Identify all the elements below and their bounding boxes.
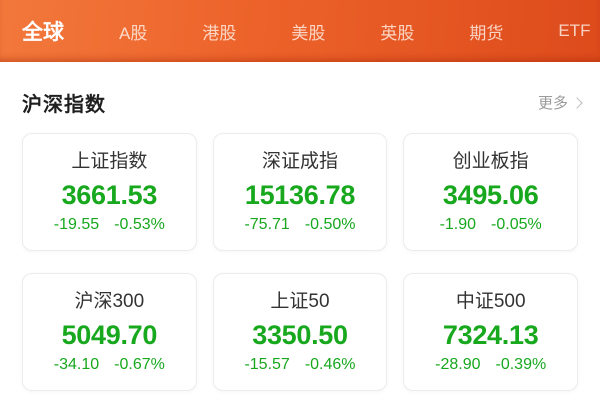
index-change: -75.71 <box>244 216 290 233</box>
index-change-pct: -0.05% <box>491 216 542 233</box>
index-change-row: -15.57 -0.46% <box>214 356 387 374</box>
index-change-row: -1.90 -0.05% <box>404 216 577 234</box>
index-value: 15136.78 <box>244 180 356 210</box>
tab-etf[interactable]: ETF <box>558 21 591 40</box>
index-card-csi500[interactable]: 中证500 7324.13 -28.90 -0.39% <box>403 273 578 391</box>
index-change-pct: -0.39% <box>495 356 547 373</box>
tab-futures[interactable]: 期货 <box>469 23 504 43</box>
index-name: 沪深300 <box>74 291 145 312</box>
index-name: 创业板指 <box>452 151 529 172</box>
index-change-pct: -0.67% <box>114 356 165 373</box>
index-change-pct: -0.53% <box>114 216 165 233</box>
page-title: 沪深指数 <box>22 94 106 116</box>
index-name: 中证500 <box>455 291 526 312</box>
tab-uk-shares[interactable]: 英股 <box>380 23 415 43</box>
index-value: 3495.06 <box>442 180 539 210</box>
chevron-right-icon <box>571 96 583 109</box>
index-change-row: -75.71 -0.50% <box>214 216 387 234</box>
index-change-row: -34.10 -0.67% <box>23 356 196 374</box>
index-change-pct: -0.50% <box>304 216 356 233</box>
index-name: 深证成指 <box>261 151 338 172</box>
index-change-row: -28.90 -0.39% <box>404 356 577 374</box>
index-card-chinext[interactable]: 创业板指 3495.06 -1.90 -0.05% <box>403 133 578 251</box>
index-value: 3661.53 <box>61 180 158 210</box>
index-card-shenzhen-component[interactable]: 深证成指 15136.78 -75.71 -0.50% <box>212 133 388 251</box>
index-value: 7324.13 <box>442 320 539 350</box>
index-card-csi300[interactable]: 沪深300 5049.70 -34.10 -0.67% <box>22 273 197 391</box>
index-value: 3350.50 <box>252 320 348 350</box>
index-card-sse50[interactable]: 上证50 3350.50 -15.57 -0.46% <box>212 273 388 391</box>
tab-a-shares[interactable]: A股 <box>119 23 148 43</box>
index-change: -28.90 <box>435 356 481 373</box>
more-link[interactable]: 更多 <box>538 92 584 113</box>
index-card-shanghai-composite[interactable]: 上证指数 3661.53 -19.55 -0.53% <box>22 133 197 251</box>
index-change: -19.55 <box>53 216 100 233</box>
index-change: -1.90 <box>439 216 477 233</box>
index-change: -15.57 <box>244 356 290 373</box>
tab-global[interactable]: 全球 <box>22 21 64 44</box>
more-label: 更多 <box>537 95 568 112</box>
section-header: 沪深指数 更多 <box>0 62 600 133</box>
index-change-row: -19.55 -0.53% <box>23 216 196 234</box>
tab-hk-shares[interactable]: 港股 <box>202 23 237 43</box>
index-change: -34.10 <box>53 356 100 373</box>
index-name: 上证50 <box>270 291 330 312</box>
index-name: 上证指数 <box>71 151 148 172</box>
index-change-pct: -0.46% <box>304 356 356 373</box>
index-value: 5049.70 <box>61 320 158 350</box>
tab-us-shares[interactable]: 美股 <box>291 23 326 43</box>
market-tab-bar: 全球 A股 港股 美股 英股 期货 ETF <box>0 0 600 62</box>
index-card-grid: 上证指数 3661.53 -19.55 -0.53% 深证成指 15136.78… <box>0 133 600 391</box>
